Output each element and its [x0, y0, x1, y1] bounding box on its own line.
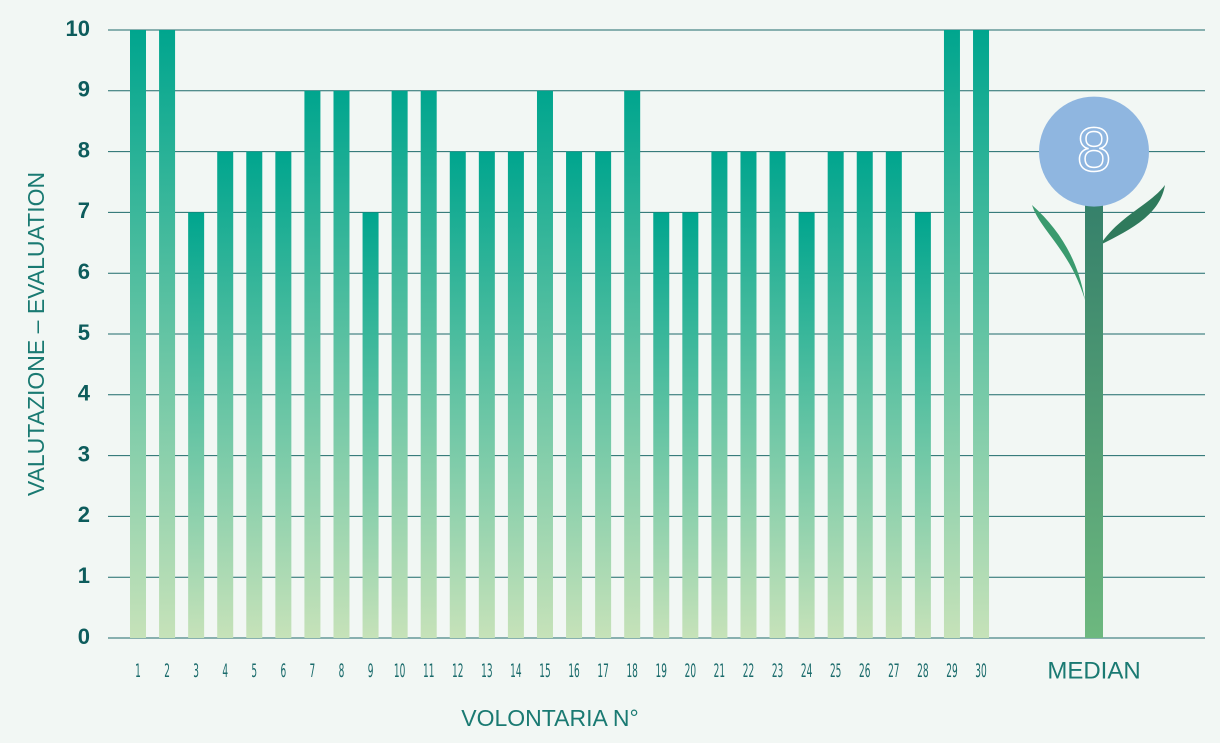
median-value-label: 8 [1077, 116, 1111, 185]
x-tick-label: 19 [656, 661, 667, 683]
x-tick-label: 2 [164, 661, 170, 683]
bar [798, 212, 815, 638]
x-tick-label: 3 [193, 661, 199, 683]
bar [624, 90, 641, 639]
y-tick-label: 6 [78, 259, 90, 284]
x-tick-label: 9 [368, 661, 374, 683]
y-tick-label: 7 [78, 198, 90, 223]
y-tick-label: 10 [66, 16, 90, 41]
bar [391, 90, 408, 639]
y-tick-label: 9 [78, 77, 90, 102]
bar [740, 151, 757, 638]
bar [362, 212, 379, 638]
bar [973, 30, 990, 638]
bar [653, 212, 670, 638]
bar [943, 30, 960, 638]
bar [827, 151, 844, 638]
y-tick-label: 4 [78, 381, 91, 406]
x-tick-label: 14 [510, 661, 521, 683]
leaf [1100, 185, 1165, 245]
bar [536, 90, 553, 639]
x-tick-label: 11 [423, 661, 434, 683]
x-tick-label: 18 [626, 661, 637, 683]
x-tick-label: 8 [339, 661, 345, 683]
x-tick-label: 16 [568, 661, 579, 683]
bar [682, 212, 699, 638]
bar [856, 151, 873, 638]
bar [246, 151, 263, 638]
x-tick-label: 29 [946, 661, 957, 683]
x-tick-label: 13 [481, 661, 492, 683]
x-tick-label: 23 [772, 661, 783, 683]
bar [304, 90, 321, 639]
median-label: MEDIAN [1047, 657, 1140, 684]
x-tick-label: 21 [714, 661, 725, 683]
x-tick-label: 28 [917, 661, 928, 683]
bar [159, 30, 176, 638]
bar [914, 212, 931, 638]
median-stem [1085, 151, 1103, 638]
x-tick-label: 30 [975, 661, 986, 683]
bar [130, 30, 146, 638]
y-tick-label: 2 [78, 502, 90, 527]
x-tick-label: 6 [280, 661, 286, 683]
x-tick-label: 7 [310, 661, 316, 683]
bar [217, 151, 234, 638]
median-marker [1039, 96, 1149, 207]
leaf [1032, 205, 1085, 300]
y-tick-label: 1 [78, 563, 90, 588]
x-tick-label: 4 [222, 661, 228, 683]
bar [885, 151, 902, 638]
bar [275, 151, 292, 638]
bar [420, 90, 437, 639]
bar [478, 151, 495, 638]
x-tick-label: 17 [597, 661, 608, 683]
bar [507, 151, 524, 638]
x-tick-label: 25 [830, 661, 841, 683]
x-tick-label: 10 [394, 661, 405, 683]
y-tick-label: 5 [78, 320, 90, 345]
y-tick-label: 8 [78, 137, 90, 162]
bar [333, 90, 350, 639]
bar [188, 212, 205, 638]
x-axis-label: VOLONTARIA N° [461, 705, 638, 731]
x-tick-label: 12 [452, 661, 463, 683]
x-tick-label: 20 [685, 661, 696, 683]
x-tick-label: 26 [859, 661, 870, 683]
bar [595, 151, 612, 638]
x-tick-label: 15 [539, 661, 550, 683]
x-tick-label: 5 [251, 661, 257, 683]
y-tick-label: 3 [78, 441, 90, 466]
bar [711, 151, 728, 638]
x-tick-label: 27 [888, 661, 899, 683]
bar [769, 151, 786, 638]
y-tick-label: 0 [78, 624, 90, 649]
x-tick-label: 24 [801, 661, 812, 683]
x-tick-label: 1 [135, 661, 141, 683]
x-tick-label: 22 [743, 661, 754, 683]
y-axis-label: VALUTAZIONE – EVALUATION [23, 172, 49, 496]
bar [449, 151, 466, 638]
bar [566, 151, 583, 638]
